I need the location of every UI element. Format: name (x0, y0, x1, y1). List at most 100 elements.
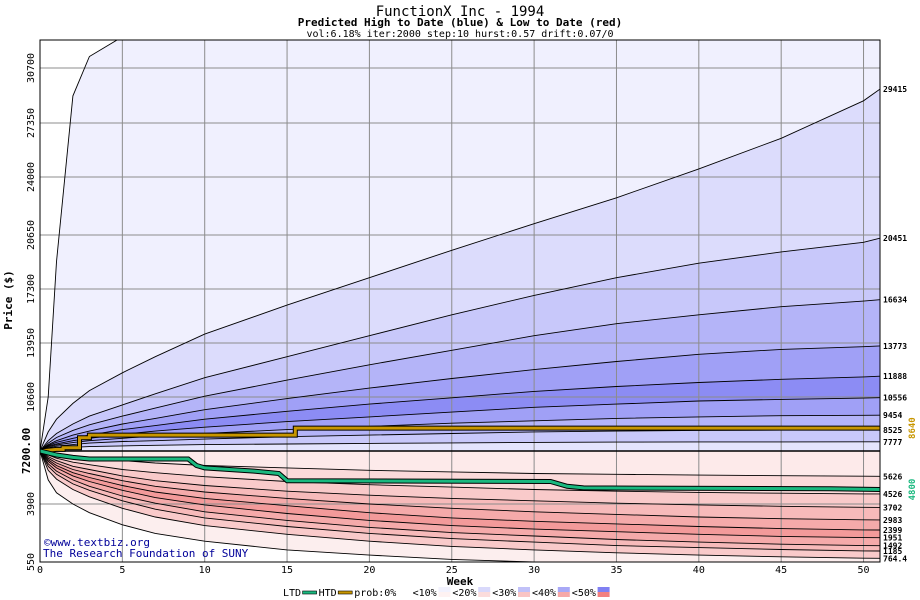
band-end-labels: 29415 20451 16634 13773 11888 10556 9454 8525 77… (883, 85, 918, 563)
htd-end-value: 8640 (908, 417, 918, 439)
watermark-url: ©www.textbiz.org (44, 536, 150, 549)
htd-line (40, 426, 880, 453)
low-band-line-7 (40, 450, 880, 547)
high-band-1 (40, 40, 880, 451)
x-tick-label-10: 10 (199, 565, 211, 576)
low-band-end-label-3: 3702 (883, 503, 902, 512)
high-band-7 (40, 397, 880, 451)
low-band-10 (40, 451, 880, 562)
x-tick-label-25: 25 (446, 565, 458, 576)
legend-prob-label-6: <50% (572, 588, 596, 599)
low-band-line-5 (40, 450, 880, 531)
high-band-4 (40, 299, 880, 451)
y-tick-label-7200: 7200.00 (20, 428, 33, 474)
legend-swatch-high-2 (438, 587, 451, 592)
legend-htd-swatch (337, 590, 353, 595)
low-band-end-label-8: 1185 (883, 547, 902, 556)
y-tick-label-24000: 24000 (26, 162, 37, 192)
x-tick-label-50: 50 (858, 565, 870, 576)
legend-ltd-label: LTD (283, 588, 301, 599)
high-band-6 (40, 376, 880, 451)
x-tick-label-0: 0 (37, 565, 43, 576)
high-band-end-label-7: 10556 (883, 394, 907, 403)
low-band-line-6 (40, 450, 880, 539)
legend-htd-label: HTD (319, 588, 337, 599)
probability-bands (40, 40, 880, 562)
y-tick-label-17300: 17300 (26, 274, 37, 304)
y-tick-label-20650: 20650 (26, 220, 37, 250)
legend-prob-label-1: prob:0% (354, 588, 396, 599)
legend-swatch-high-6 (597, 587, 610, 592)
ltd-end-value: 4800 (908, 479, 918, 501)
high-band-3 (40, 238, 880, 451)
y-tick-label-3900: 3900 (26, 492, 37, 516)
legend-swatch-low-4 (518, 592, 530, 597)
low-band-end-label-5: 2399 (883, 526, 902, 535)
high-band-line-5 (40, 345, 880, 452)
high-band-2 (40, 89, 880, 451)
legend-prob-label-5: <40% (532, 588, 556, 599)
legend-swatch-low-1 (398, 592, 411, 597)
high-band-line-7 (40, 397, 880, 452)
high-band-line-4 (40, 299, 880, 452)
legend-swatch-low-2 (438, 592, 451, 597)
low-band-line-10 (40, 450, 549, 562)
low-band-end-label-1: 5626 (883, 472, 902, 481)
y-tick-label-10600: 10600 (26, 382, 37, 412)
x-tick-label-40: 40 (693, 565, 705, 576)
chart-title: FunctionX Inc - 1994 (376, 4, 545, 20)
x-tick-label-20: 20 (363, 565, 375, 576)
legend-swatch-low-6 (597, 592, 610, 597)
x-tick-label-5: 5 (119, 565, 125, 576)
low-band-end-label-7: 1492 (883, 542, 902, 551)
y-tick-label-30700: 30700 (26, 53, 37, 83)
low-band-3 (40, 451, 880, 508)
low-band-1 (40, 451, 880, 477)
x-tick-label-30: 30 (528, 565, 540, 576)
x-tick-label-35: 35 (610, 565, 622, 576)
y-tick-label-27350: 27350 (26, 108, 37, 138)
x-tick-label-45: 45 (775, 565, 787, 576)
legend-swatch-low-5 (557, 592, 570, 597)
high-band-end-label-3: 20451 (883, 234, 907, 243)
legend-swatch-high-5 (557, 587, 570, 592)
low-band-end-label-4: 2983 (883, 516, 902, 525)
low-band-line-8 (40, 450, 880, 552)
low-band-7 (40, 451, 880, 546)
high-band-line-6 (40, 375, 880, 452)
high-band-end-label-2: 29415 (883, 85, 907, 94)
legend-swatch-high-4 (518, 587, 530, 592)
high-band-line-1 (40, 40, 118, 452)
low-band-line-4 (40, 450, 880, 521)
series-lines (40, 40, 880, 562)
high-band-end-label-6: 11888 (883, 372, 907, 381)
high-band-line-3 (40, 237, 880, 452)
legend-swatch-high-1 (398, 587, 411, 592)
legend: LTD HTD prob:0% <10% <20% <30% <40% <50% (283, 587, 610, 599)
y-tick-label-13950: 13950 (26, 328, 37, 358)
plot-frame (39, 39, 881, 563)
high-band-end-label-10: 7777 (883, 438, 902, 447)
axes: 5 50 3900 7200.00 10600 13950 17300 20650 24000 2… (20, 39, 881, 576)
high-band-10 (40, 441, 880, 451)
watermark: ©www.textbiz.org The Research Foundation… (43, 536, 249, 560)
low-band-5 (40, 451, 880, 530)
high-band-line-2 (40, 88, 880, 452)
high-band-end-label-5: 13773 (883, 342, 907, 351)
high-band-end-label-9: 8525 (883, 426, 902, 435)
chart-params: vol:6.18% iter:2000 step:10 hurst:0.57 d… (306, 29, 613, 40)
ltd-line (40, 449, 880, 491)
high-band-end-label-8: 9454 (883, 411, 902, 420)
low-band-end-label-9: 764.4 (883, 554, 907, 563)
watermark-org: The Research Foundation of SUNY (43, 547, 249, 560)
x-axis-label: Week (447, 575, 474, 588)
legend-prob-label-3: <20% (452, 588, 476, 599)
x-tick-label-15: 15 (281, 565, 293, 576)
chart-subtitle: Predicted High to Date (blue) & Low to D… (298, 16, 623, 29)
low-band-4 (40, 451, 880, 520)
y-axis-label: Price ($) (2, 270, 15, 330)
legend-swatch-high-3 (478, 587, 491, 592)
low-band-line-3 (40, 450, 880, 508)
high-band-9 (40, 429, 880, 451)
